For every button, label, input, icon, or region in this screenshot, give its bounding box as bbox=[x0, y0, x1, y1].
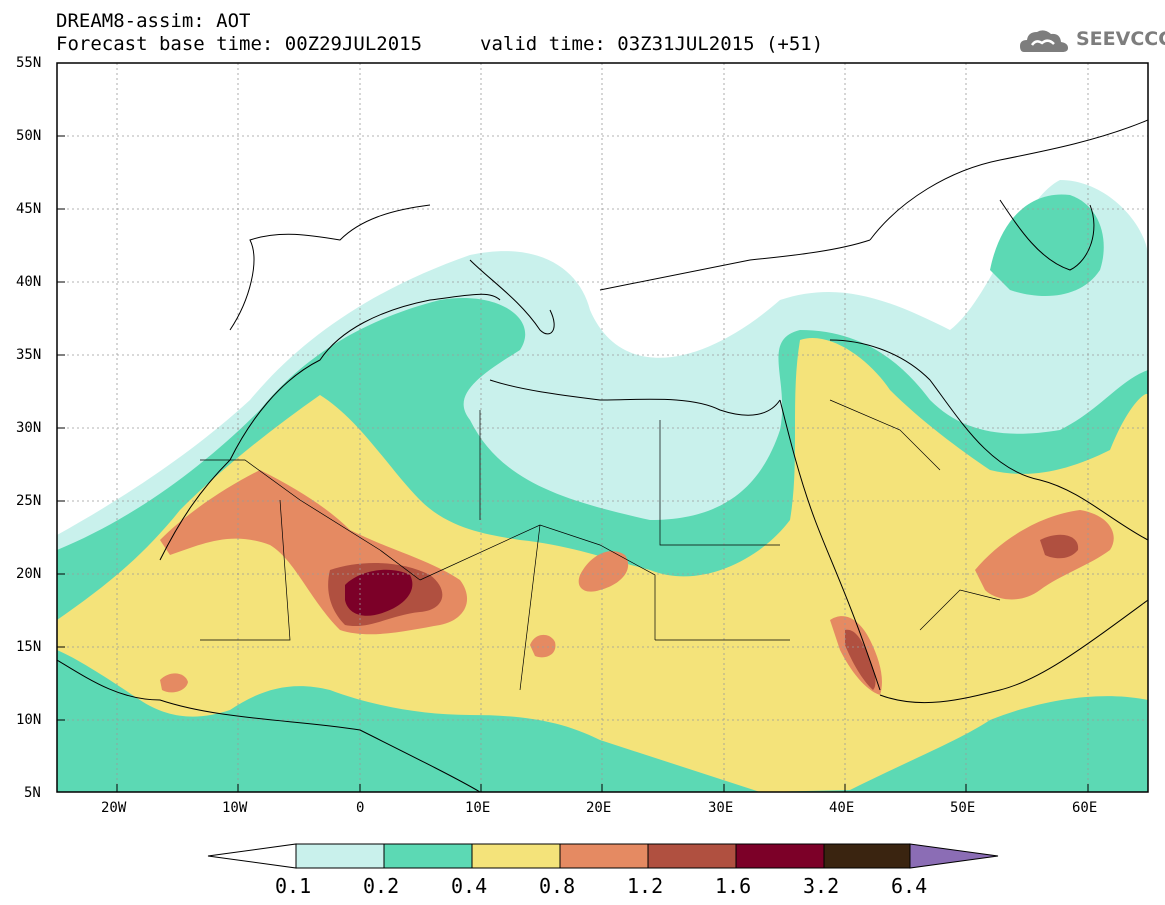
lon-label: 30E bbox=[708, 800, 734, 816]
axis-ticks bbox=[57, 62, 1089, 792]
colorbar-label: 3.2 bbox=[803, 874, 840, 898]
base-time-label: Forecast base time: 00Z29JUL2015 bbox=[56, 33, 423, 55]
lon-label: 10E bbox=[465, 800, 491, 816]
lat-label: 25N bbox=[16, 493, 42, 509]
colorbar-bin-5 bbox=[647, 843, 737, 869]
colorbar-label: 0.4 bbox=[451, 874, 488, 898]
colorbar-bin-1 bbox=[295, 843, 385, 869]
colorbar-under bbox=[207, 843, 297, 869]
lon-label: 40E bbox=[829, 800, 855, 816]
colorbar-label: 6.4 bbox=[891, 874, 928, 898]
lon-label: 20W bbox=[101, 800, 127, 816]
colorbar bbox=[207, 843, 999, 869]
colorbar-bin-4 bbox=[559, 843, 649, 869]
valid-time-label: valid time: 03Z31JUL2015 (+51) bbox=[480, 33, 824, 55]
lat-label: 20N bbox=[16, 566, 42, 582]
colorbar-bin-3 bbox=[471, 843, 561, 869]
lat-label: 40N bbox=[16, 274, 42, 290]
coastlines bbox=[57, 119, 1148, 792]
lat-label: 45N bbox=[16, 201, 42, 217]
colorbar-label: 0.8 bbox=[539, 874, 576, 898]
cloud-icon bbox=[1020, 30, 1068, 52]
lat-label: 15N bbox=[16, 639, 42, 655]
country-borders bbox=[200, 399, 1001, 691]
colorbar-bin-6 bbox=[735, 843, 825, 869]
lat-label: 50N bbox=[16, 128, 42, 144]
colorbar-bin-2 bbox=[383, 843, 473, 869]
colorbar-label: 1.6 bbox=[715, 874, 752, 898]
lon-label: 20E bbox=[586, 800, 612, 816]
colorbar-bin-7 bbox=[823, 843, 911, 869]
colorbar-label: 1.2 bbox=[627, 874, 664, 898]
lat-label: 35N bbox=[16, 347, 42, 363]
lon-label: 50E bbox=[950, 800, 976, 816]
map-gridlines bbox=[57, 63, 1148, 792]
lon-label: 60E bbox=[1072, 800, 1098, 816]
logo-text: SEEVCCC bbox=[1076, 28, 1165, 50]
colorbar-label: 0.1 bbox=[275, 874, 312, 898]
lon-label: 0 bbox=[356, 800, 365, 816]
lat-label: 10N bbox=[16, 712, 42, 728]
lon-label: 10W bbox=[222, 800, 248, 816]
colorbar-label: 0.2 bbox=[363, 874, 400, 898]
aot-contour-1.6 bbox=[345, 569, 413, 616]
colorbar-over bbox=[909, 843, 999, 869]
lat-label: 5N bbox=[24, 785, 41, 801]
lat-label: 30N bbox=[16, 420, 42, 436]
model-title: DREAM8-assim: AOT bbox=[56, 10, 251, 32]
lat-label: 55N bbox=[16, 55, 42, 71]
